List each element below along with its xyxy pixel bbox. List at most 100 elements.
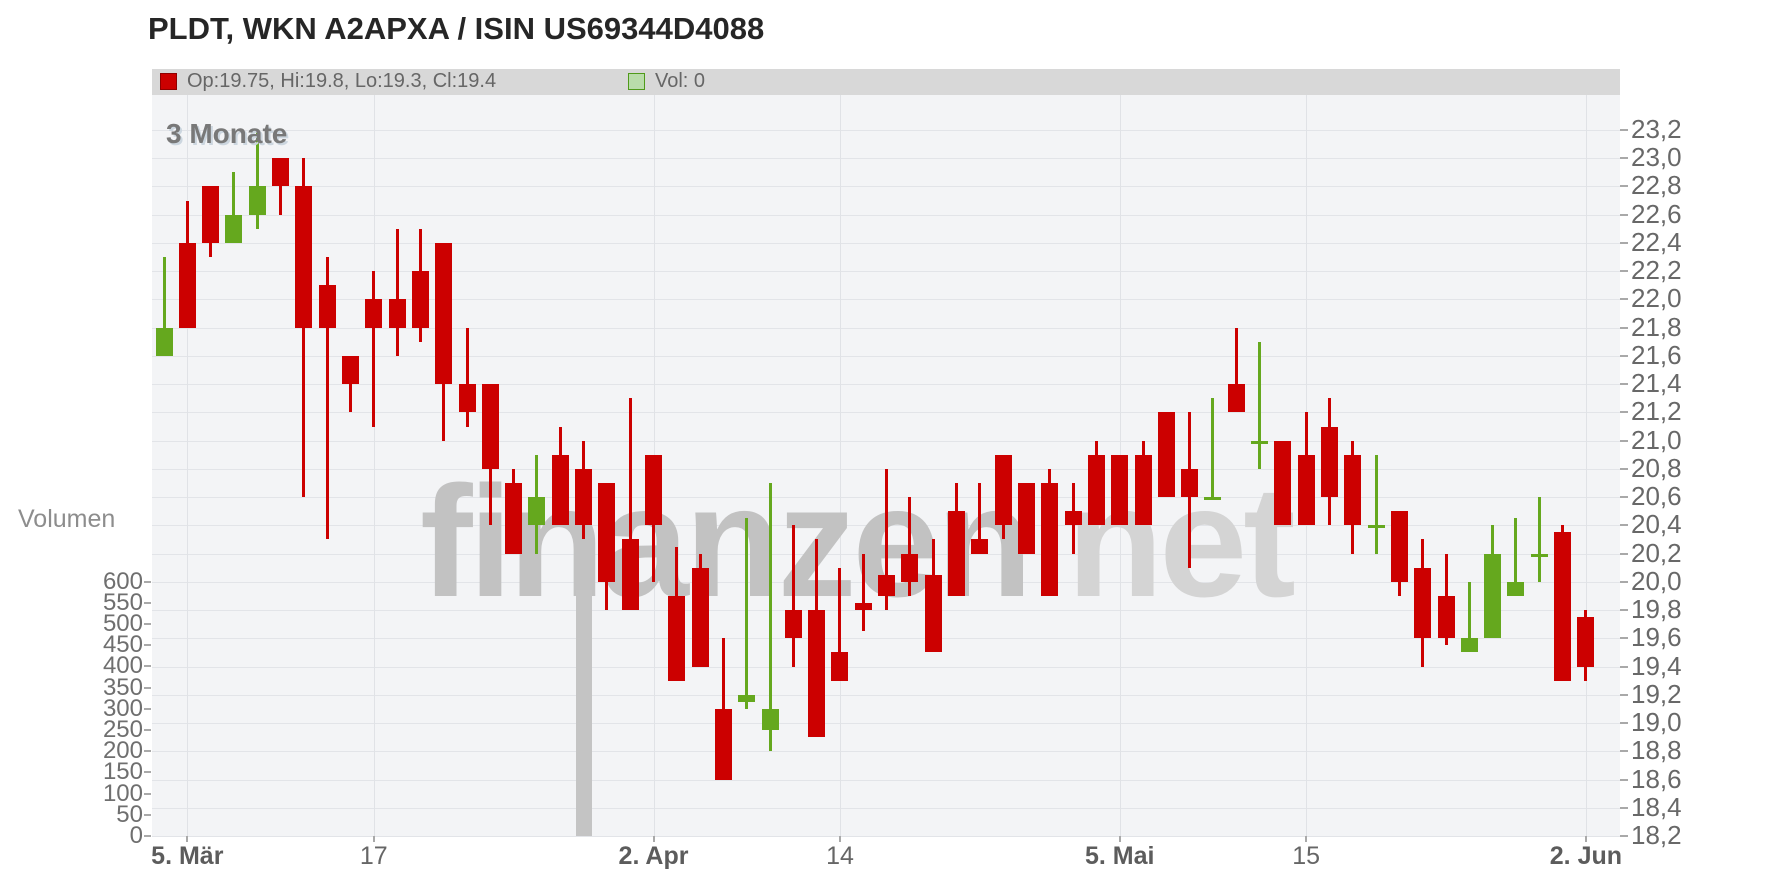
candle-body-down[interactable] [1321, 426, 1338, 498]
candle-wick-down[interactable] [395, 228, 399, 356]
candle-body-down[interactable] [831, 652, 849, 681]
candle-body-down[interactable] [505, 483, 523, 554]
candle-wick-up[interactable] [745, 518, 749, 709]
plot-area[interactable]: finanzen net 3 Monate [152, 95, 1620, 837]
candle-body-down[interactable] [1437, 595, 1455, 639]
candle-wick-down[interactable] [279, 158, 283, 215]
candle-body-down[interactable] [901, 553, 919, 582]
ohlc-legend-label: Op:19.75, Hi:19.8, Lo:19.3, Cl:19.4 [187, 70, 497, 92]
candle-wick-up[interactable] [768, 483, 772, 752]
candle-body-down[interactable] [202, 186, 220, 243]
candle-body-up[interactable] [1507, 581, 1525, 596]
date-tick-label: 2. Jun [1549, 842, 1623, 870]
volume-bar[interactable] [575, 590, 592, 836]
candle-body-down[interactable] [1344, 454, 1362, 526]
candle-wick-up[interactable] [162, 257, 166, 356]
candle-body-up[interactable] [1484, 553, 1502, 639]
candle-body-down[interactable] [948, 511, 966, 596]
price-tick-mark [1620, 609, 1628, 612]
candle-body-down[interactable] [411, 271, 429, 328]
candle-wick-up[interactable] [1211, 398, 1215, 498]
range-label: 3 Monate [166, 118, 288, 149]
candle-body-down[interactable] [924, 574, 942, 653]
candle-body-down[interactable] [435, 242, 453, 385]
candle-body-up[interactable] [1204, 497, 1222, 501]
date-tick-label: 17 [359, 842, 388, 870]
candle-wick-down[interactable] [465, 327, 469, 427]
candle-wick-up[interactable] [1374, 454, 1378, 554]
candle-body-up[interactable] [1460, 638, 1478, 653]
candle-wick-down[interactable] [372, 271, 376, 427]
ohlc-legend-swatch [160, 73, 177, 90]
candle-body-down[interactable] [714, 708, 732, 780]
candle-body-down[interactable] [691, 567, 709, 667]
candle-wick-down[interactable] [302, 158, 306, 498]
candle-wick-up[interactable] [1537, 497, 1541, 582]
volume-tick-mark [144, 750, 151, 753]
candle-body-down[interactable] [1390, 511, 1408, 582]
candle-body-up[interactable] [738, 694, 756, 702]
candle-body-down[interactable] [621, 539, 639, 611]
candle-wick-up[interactable] [1514, 518, 1518, 596]
candle-body-up[interactable] [528, 497, 546, 526]
candle-body-down[interactable] [575, 468, 593, 526]
candle-body-down[interactable] [668, 595, 686, 681]
candle-body-down[interactable] [481, 384, 499, 469]
candle-body-down[interactable] [784, 610, 802, 639]
candle-wick-up[interactable] [232, 172, 236, 243]
price-tick-mark [1620, 665, 1628, 668]
candle-body-down[interactable] [1111, 454, 1129, 526]
candle-body-up[interactable] [761, 708, 779, 731]
candle-body-down[interactable] [318, 285, 336, 328]
candle-body-down[interactable] [598, 483, 616, 582]
candle-wick-down[interactable] [1234, 327, 1238, 413]
candle-wick-down[interactable] [908, 497, 912, 596]
candle-body-down[interactable] [1064, 511, 1082, 526]
candle-body-up[interactable] [1530, 553, 1548, 557]
candle-body-down[interactable] [994, 454, 1012, 526]
candle-body-down[interactable] [1157, 412, 1175, 498]
candle-body-down[interactable] [1041, 483, 1059, 596]
candle-body-down[interactable] [1577, 617, 1595, 667]
volume-tick-mark [144, 686, 151, 689]
candle-body-down[interactable] [1017, 483, 1035, 554]
candle-body-down[interactable] [388, 299, 406, 328]
candle-body-down[interactable] [458, 384, 476, 413]
candle-body-up[interactable] [248, 186, 266, 215]
candle-body-up[interactable] [225, 214, 243, 243]
candle-wick-down[interactable] [885, 468, 889, 611]
candle-body-down[interactable] [878, 574, 896, 596]
candle-body-down[interactable] [272, 158, 290, 187]
candle-wick-down[interactable] [978, 483, 982, 554]
candle-body-down[interactable] [1274, 440, 1292, 526]
candle-body-down[interactable] [1414, 567, 1432, 639]
candle-body-down[interactable] [178, 242, 196, 328]
candle-wick-down[interactable] [838, 567, 842, 681]
candle-wick-down[interactable] [628, 398, 632, 611]
candle-wick-down[interactable] [348, 355, 352, 413]
candle-wick-down[interactable] [791, 525, 795, 667]
candle-body-down[interactable] [1181, 468, 1199, 498]
candle-body-up[interactable] [155, 327, 173, 356]
candle-body-up[interactable] [1251, 440, 1269, 444]
candle-body-down[interactable] [295, 186, 313, 328]
candle-body-down[interactable] [551, 454, 569, 526]
candle-body-down[interactable] [341, 355, 359, 385]
candle-body-down[interactable] [1134, 454, 1152, 526]
candle-wick-up[interactable] [255, 130, 259, 229]
candle-body-down[interactable] [1087, 454, 1105, 526]
price-gridline [152, 723, 1620, 725]
candle-body-down[interactable] [1297, 454, 1315, 526]
candle-body-down[interactable] [971, 539, 989, 554]
candle-wick-up[interactable] [1258, 341, 1262, 469]
candle-body-down[interactable] [1554, 532, 1572, 681]
candle-wick-up[interactable] [1467, 581, 1471, 653]
candle-body-down[interactable] [365, 299, 383, 328]
candle-body-up[interactable] [1367, 525, 1385, 529]
candle-wick-down[interactable] [861, 553, 865, 632]
candle-body-down[interactable] [808, 610, 826, 738]
candle-body-down[interactable] [645, 454, 662, 526]
candle-body-down[interactable] [854, 603, 872, 611]
candle-wick-down[interactable] [325, 257, 329, 540]
candle-body-down[interactable] [1227, 384, 1245, 413]
